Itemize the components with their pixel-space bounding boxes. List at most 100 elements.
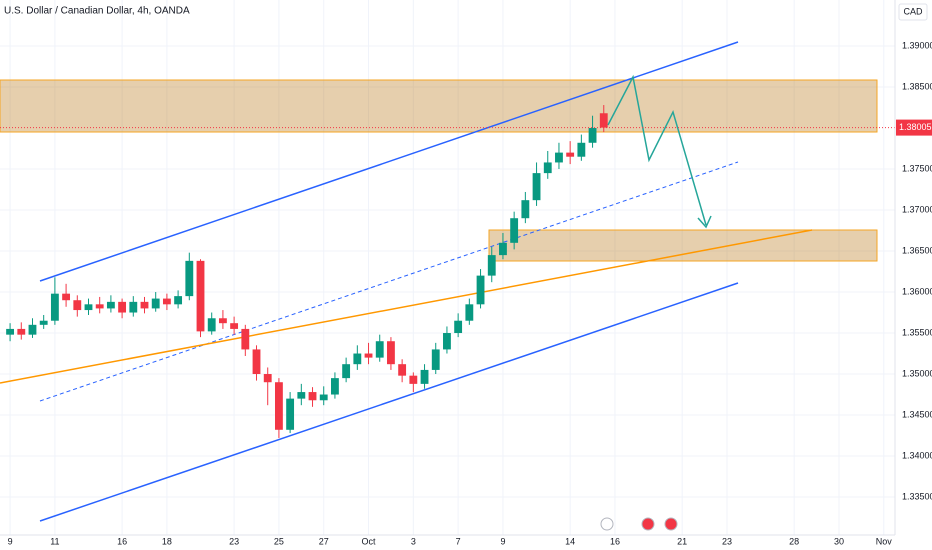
candle-body bbox=[409, 375, 418, 384]
currency-box bbox=[898, 3, 928, 21]
x-tick-label: 11 bbox=[50, 536, 59, 546]
currency: CAD bbox=[903, 6, 923, 16]
trend-line bbox=[0, 229, 813, 384]
candle-body bbox=[62, 293, 71, 301]
axes: 1.33500 1.34000 1.34500 1.35000 1.35500 1.360… bbox=[8, 40, 932, 546]
candle-body bbox=[106, 301, 115, 309]
x-tick-label: 27 bbox=[319, 536, 329, 546]
candle-body bbox=[6, 328, 15, 335]
candle-body bbox=[420, 369, 429, 384]
time-axis-bg bbox=[0, 535, 895, 550]
candle-body bbox=[353, 353, 362, 365]
candle-body bbox=[274, 382, 283, 430]
candle-body bbox=[185, 260, 194, 297]
candle-body bbox=[543, 162, 552, 174]
candle-body bbox=[431, 349, 440, 370]
candle-body bbox=[510, 218, 519, 243]
event-icon[interactable] bbox=[600, 517, 614, 531]
candle-body bbox=[487, 255, 496, 276]
x-tick-label: 23 bbox=[722, 536, 732, 546]
candle-body bbox=[454, 320, 463, 334]
channel-middle bbox=[39, 161, 739, 402]
y-tick-label: 1.36000 bbox=[902, 286, 932, 296]
y-tick-label: 1.34500 bbox=[902, 409, 932, 419]
x-tick-label: 25 bbox=[274, 536, 284, 546]
candle-body bbox=[218, 318, 227, 324]
chart-title: U.S. Dollar / Canadian Dollar, 4h, OANDA bbox=[4, 6, 190, 17]
candle-body bbox=[118, 301, 127, 313]
y-tick-label: 1.35500 bbox=[902, 327, 932, 337]
candle-body bbox=[499, 242, 507, 256]
candle-body bbox=[319, 394, 328, 401]
last-price-label: 1.38005 bbox=[899, 122, 932, 132]
y-tick-label: 1.37500 bbox=[902, 163, 932, 173]
x-tick-label: 9 bbox=[8, 536, 13, 546]
candle-body bbox=[230, 323, 239, 329]
candle-body bbox=[140, 301, 149, 309]
x-tick-label: 21 bbox=[677, 536, 687, 546]
x-tick-label: 3 bbox=[411, 536, 416, 546]
candle-body bbox=[207, 318, 216, 332]
candle-body bbox=[375, 341, 384, 358]
x-tick-label: 7 bbox=[456, 536, 461, 546]
y-tick-label: 1.38500 bbox=[902, 81, 932, 91]
x-tick-label: 30 bbox=[834, 536, 844, 546]
candle-body bbox=[364, 353, 373, 358]
candle-body bbox=[162, 298, 171, 305]
y-tick-label: 1.36500 bbox=[902, 245, 932, 255]
y-tick-label: 1.35000 bbox=[902, 368, 932, 378]
grid bbox=[0, 0, 895, 535]
drawings bbox=[0, 41, 878, 522]
event-icon[interactable] bbox=[664, 517, 678, 531]
candle-body bbox=[28, 324, 37, 335]
x-tick-label: 23 bbox=[229, 536, 239, 546]
last-price-box bbox=[896, 119, 932, 136]
candle-body bbox=[387, 341, 395, 365]
y-tick-label: 1.37000 bbox=[902, 204, 932, 214]
candle-body bbox=[84, 304, 93, 311]
candle-body bbox=[588, 128, 597, 143]
candle-body bbox=[566, 152, 575, 157]
candle-body bbox=[297, 392, 306, 399]
candle-body bbox=[151, 298, 160, 309]
candle-body bbox=[39, 320, 48, 325]
candle-body bbox=[129, 301, 138, 313]
x-tick-label: Nov bbox=[876, 536, 893, 546]
price-axis-bg bbox=[895, 0, 932, 550]
candle-body bbox=[252, 349, 261, 375]
candle-body bbox=[331, 378, 339, 395]
candle-body bbox=[174, 296, 183, 305]
resistance-zone bbox=[0, 79, 878, 133]
candle-body bbox=[398, 364, 407, 376]
channel-upper bbox=[39, 41, 739, 282]
candle-body bbox=[577, 142, 586, 157]
support-zone bbox=[488, 229, 878, 262]
candle-body bbox=[73, 300, 82, 311]
y-tick-label: 1.39000 bbox=[902, 40, 932, 50]
y-tick-label: 1.33500 bbox=[902, 491, 932, 501]
candle-body bbox=[599, 113, 608, 128]
candle-body bbox=[17, 328, 26, 335]
channel-lower bbox=[39, 282, 739, 522]
candle-body bbox=[521, 200, 530, 219]
y-tick-label: 1.34000 bbox=[902, 450, 932, 460]
candle-body bbox=[308, 392, 317, 401]
candle-body bbox=[532, 173, 541, 201]
candle-body bbox=[263, 374, 272, 383]
candle-body bbox=[196, 260, 205, 332]
x-tick-label: 14 bbox=[565, 536, 575, 546]
projection-arrow bbox=[697, 215, 712, 229]
candle-body bbox=[342, 364, 351, 379]
x-tick-label: 9 bbox=[500, 536, 505, 546]
x-tick-label: 16 bbox=[117, 536, 127, 546]
candle-body bbox=[476, 275, 485, 305]
projection-path bbox=[607, 74, 707, 226]
x-tick-label: 16 bbox=[610, 536, 620, 546]
candle-body bbox=[443, 333, 451, 350]
candles bbox=[0, 105, 895, 438]
candle-body bbox=[95, 304, 104, 309]
candle-body bbox=[555, 152, 563, 163]
candle-body bbox=[50, 293, 59, 321]
event-icon[interactable] bbox=[641, 517, 655, 531]
